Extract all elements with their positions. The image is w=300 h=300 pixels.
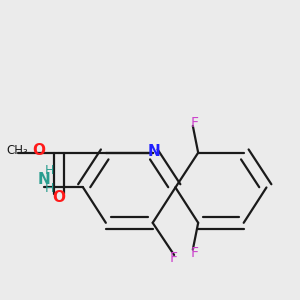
Text: CH₃: CH₃: [6, 144, 28, 157]
Text: H: H: [44, 164, 54, 177]
Text: N: N: [38, 172, 51, 187]
Text: F: F: [190, 116, 198, 130]
Text: H: H: [44, 182, 54, 195]
Text: F: F: [170, 250, 178, 265]
Text: F: F: [190, 246, 198, 260]
Text: O: O: [52, 190, 65, 205]
Text: O: O: [32, 143, 45, 158]
Text: N: N: [148, 144, 160, 159]
